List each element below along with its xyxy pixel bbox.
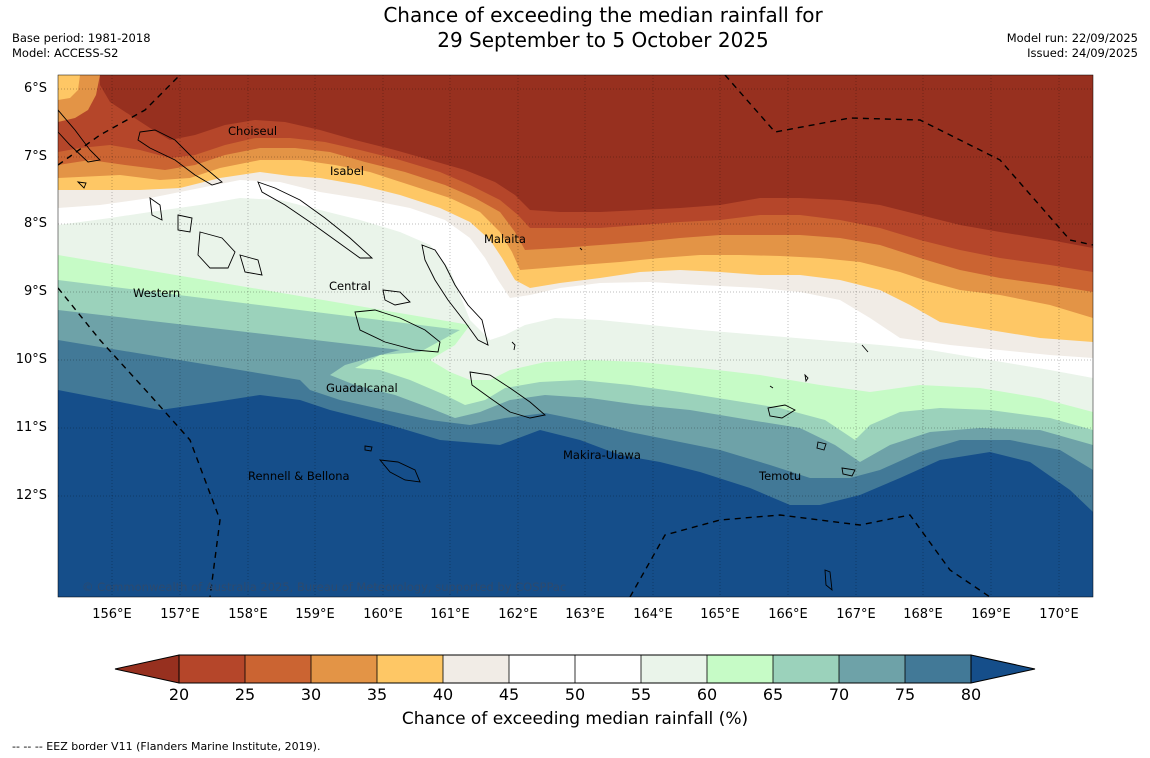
lon-label: 159°E — [295, 607, 335, 622]
rainfall-field — [58, 75, 1093, 597]
colorbar-tick: 70 — [828, 685, 850, 704]
colorbar-35-40 — [377, 655, 443, 683]
run-info: Model run: 22/09/2025 Issued: 24/09/2025 — [1007, 31, 1138, 61]
colorbar-75-80 — [905, 655, 971, 683]
lon-label: 158°E — [228, 607, 268, 622]
colorbar-65-70 — [773, 655, 839, 683]
isabel-island — [257, 181, 374, 259]
colorbar-45-50 — [509, 655, 575, 683]
label-choiseul: Choiseul — [228, 124, 278, 138]
colorbar-40-45 — [443, 655, 509, 683]
eez-border — [58, 75, 1093, 597]
colorbar-tick: 20 — [168, 685, 190, 704]
guadalcanal-island — [354, 309, 441, 353]
lon-label: 161°E — [430, 607, 470, 622]
model-info: Base period: 1981-2018 Model: ACCESS-S2 — [12, 31, 151, 61]
colorbar-60-65 — [707, 655, 773, 683]
lon-label: 157°E — [160, 607, 200, 622]
lon-label: 169°E — [971, 607, 1011, 622]
colorbar-title: Chance of exceeding median rainfall (%) — [401, 709, 749, 729]
eez-legend-note: -- -- -- EEZ border V11 (Flanders Marine… — [12, 740, 321, 753]
copyright-notice: © Commonwealth of Australia 2025, Bureau… — [82, 580, 567, 594]
colorbar-tick: 25 — [234, 685, 256, 704]
lon-label: 164°E — [633, 607, 673, 622]
makira-island — [469, 371, 546, 419]
title-line-1: Chance of exceeding the median rainfall … — [383, 3, 823, 27]
florida-islands — [382, 289, 411, 306]
colorbar-extend-high — [970, 654, 1036, 684]
lat-label: 10°S — [15, 352, 47, 367]
lon-label: 163°E — [565, 607, 605, 622]
colorbar-tick: 30 — [300, 685, 322, 704]
model-run: Model run: 22/09/2025 — [1006, 31, 1138, 45]
colorbar-30-35 — [311, 655, 377, 683]
label-central: Central — [329, 279, 371, 293]
colorbar-tick: 45 — [498, 685, 520, 704]
lat-label: 12°S — [15, 488, 47, 503]
coastlines — [58, 109, 869, 592]
new-georgia-group — [149, 197, 263, 276]
issued-date: Issued: 24/09/2025 — [1027, 46, 1138, 60]
lon-label: 162°E — [498, 607, 538, 622]
lat-label: 6°S — [23, 81, 47, 96]
colorbar-tick: 75 — [894, 685, 916, 704]
lat-label: 8°S — [23, 216, 47, 231]
rennell-island — [378, 459, 421, 483]
lat-label: 11°S — [15, 420, 47, 435]
colorbar-extend-low — [114, 654, 180, 684]
map-frame — [57, 74, 1094, 598]
lon-label: 156°E — [92, 607, 132, 622]
base-period: Base period: 1981-2018 — [12, 31, 151, 45]
bellona-island — [364, 445, 373, 452]
label-guadalcanal: Guadalcanal — [326, 381, 398, 395]
malaita-island — [421, 244, 489, 346]
tikopia-anuta — [769, 344, 869, 592]
label-temotu: Temotu — [759, 469, 802, 483]
graticule — [58, 75, 1093, 597]
colorbar-tick: 65 — [762, 685, 784, 704]
colorbar-55-60 — [641, 655, 707, 683]
colorbar-tick: 80 — [960, 685, 982, 704]
ontong-java — [511, 341, 516, 351]
choiseul-island — [137, 129, 223, 186]
label-makira: Makira-Ulawa — [563, 448, 641, 462]
colorbar-tick: 40 — [432, 685, 454, 704]
label-rennell: Rennell & Bellona — [248, 469, 350, 483]
shortland-islands — [76, 181, 87, 189]
colorbar-50-55 — [575, 655, 641, 683]
map-title: Chance of exceeding the median rainfall … — [290, 3, 916, 53]
lon-label: 170°E — [1039, 607, 1079, 622]
lat-label: 9°S — [23, 284, 47, 299]
model-name: Model: ACCESS-S2 — [12, 46, 119, 60]
colorbar-25-30 — [245, 655, 311, 683]
colorbar-tick: 35 — [366, 685, 388, 704]
colorbar-70-75 — [839, 655, 905, 683]
lon-label: 160°E — [363, 607, 403, 622]
colorbar-20-25 — [179, 655, 245, 683]
label-isabel: Isabel — [330, 164, 365, 178]
title-line-2: 29 September to 5 October 2025 — [437, 28, 769, 52]
colorbar-tick: 55 — [630, 685, 652, 704]
label-malaita: Malaita — [484, 232, 526, 246]
label-western: Western — [133, 286, 181, 300]
lon-label: 166°E — [768, 607, 808, 622]
band-below-20 — [100, 75, 1093, 248]
west-warm-pocket-inner — [58, 75, 80, 100]
lat-label: 7°S — [23, 149, 47, 164]
bougainville-tip — [58, 109, 101, 163]
colorbar — [114, 654, 1036, 684]
lon-label: 165°E — [700, 607, 740, 622]
lon-label: 167°E — [836, 607, 876, 622]
lon-label: 168°E — [903, 607, 943, 622]
sikaiana — [579, 247, 583, 251]
colorbar-tick: 50 — [564, 685, 586, 704]
santa-cruz-islands — [767, 404, 856, 477]
colorbar-tick: 60 — [696, 685, 718, 704]
